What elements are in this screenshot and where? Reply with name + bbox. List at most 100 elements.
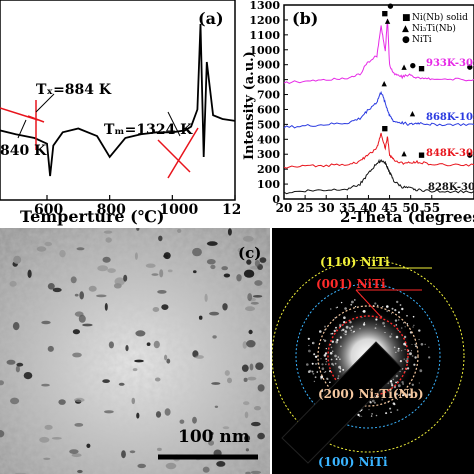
precipitate-particle [27, 269, 32, 278]
legend-label-3: NiTi [412, 35, 432, 45]
diffraction-spot [332, 364, 335, 366]
diffraction-spot [362, 323, 366, 326]
precipitate-particle [74, 423, 84, 427]
tangent-line-tm [157, 139, 191, 173]
precipitate-particle [251, 421, 261, 427]
diffraction-spot [390, 382, 393, 384]
diffraction-spot [331, 332, 334, 335]
diffraction-spot [308, 344, 310, 347]
dsc-plot: (a) Tₓ=884 K 840 K Tₘ=1324 K 600 800 1000 1… [0, 0, 240, 226]
precipitate-particle [242, 235, 254, 242]
diffraction-spot [313, 353, 316, 356]
diffraction-spot [374, 302, 377, 305]
diffraction-spot [411, 383, 414, 386]
x-axis-ticks: 20 25 30 35 40 45 50 55 [276, 195, 440, 215]
precipitate-particles [0, 228, 267, 474]
diffraction-spot [349, 321, 352, 324]
precipitate-particle [0, 430, 5, 438]
diffraction-spot [415, 345, 417, 348]
diffraction-spot [354, 306, 357, 308]
peak-marker: ▲ [410, 109, 416, 117]
diffraction-spot [368, 409, 370, 411]
label-110-niti: (110) NiTi [320, 255, 390, 269]
diffraction-spot [390, 411, 392, 413]
precipitate-particle [103, 230, 113, 234]
x-tick-label: 1000 [159, 202, 198, 218]
precipitate-particle [74, 293, 79, 297]
precipitate-particle [74, 397, 85, 403]
precipitate-particle [72, 329, 80, 335]
precipitate-particle [214, 405, 219, 408]
tm-arrow [167, 111, 181, 137]
diffraction-spot [393, 385, 397, 389]
precipitate-particle [69, 449, 79, 454]
diffraction-spot [399, 360, 402, 363]
precipitate-particle [6, 359, 16, 365]
diffraction-spot [340, 368, 342, 370]
precipitate-particle [244, 435, 251, 442]
diffraction-spot [336, 338, 339, 342]
precipitate-particle [259, 257, 267, 263]
diffraction-spot [363, 322, 365, 324]
diffraction-spot [412, 315, 415, 318]
diffraction-spot [402, 394, 404, 397]
diffraction-spot [339, 336, 342, 339]
diffraction-spot [338, 365, 341, 369]
precipitate-particle [47, 345, 54, 352]
diffraction-spot [339, 370, 342, 373]
precipitate-particle [51, 437, 62, 440]
ring-200-ni3ti [317, 305, 419, 407]
diffraction-spot [342, 368, 345, 371]
series-label-933k: 933K-30m [426, 58, 474, 69]
precipitate-particle [159, 269, 164, 278]
diffraction-spot [329, 381, 331, 384]
diffraction-spot [325, 361, 327, 363]
precipitate-particle [154, 377, 161, 382]
precipitate-particle [245, 448, 249, 452]
diffraction-spot [402, 383, 404, 385]
scale-bar-label: 100 nm [178, 427, 250, 447]
peak-marker: ▲ [381, 80, 387, 88]
precipitate-particle [104, 303, 108, 311]
precipitate-particle [44, 241, 52, 247]
y-tick-label: 100 [257, 178, 280, 191]
precipitate-particle [157, 290, 167, 294]
diffraction-spot [351, 325, 354, 328]
diffraction-spot [323, 371, 325, 373]
xrd-series [283, 19, 474, 195]
precipitate-particle [137, 463, 146, 469]
diffraction-spot [334, 354, 337, 358]
diffraction-spot [404, 348, 406, 351]
precipitate-particle [104, 410, 114, 414]
precipitate-particle [243, 269, 255, 278]
diffraction-spot [411, 344, 413, 345]
diffraction-spot [413, 324, 415, 326]
precipitate-particle [198, 315, 203, 320]
precipitate-particle [257, 384, 265, 392]
diffraction-spot [375, 414, 378, 417]
legend-marker-1: ■ [402, 13, 411, 23]
precipitate-particle [12, 322, 20, 331]
peak-marker: ■ [418, 65, 425, 73]
diffraction-spot [325, 371, 327, 373]
precipitate-particle [206, 241, 218, 246]
diffraction-spot [337, 377, 340, 380]
precipitate-particle [72, 352, 82, 358]
precipitate-particle [70, 276, 77, 284]
precipitate-particle [145, 263, 156, 268]
precipitate-particle [146, 342, 151, 346]
diffraction-spot [312, 342, 314, 344]
precipitate-particle [114, 277, 125, 286]
plot-frame [283, 4, 474, 200]
diffraction-spot [330, 308, 332, 310]
diffraction-spot [323, 339, 325, 341]
precipitate-particle [107, 268, 116, 273]
precipitate-particle [247, 376, 257, 381]
diffraction-spot [395, 335, 399, 339]
diffraction-spot [323, 354, 327, 357]
diffraction-spot [405, 393, 409, 397]
precipitate-particle [131, 397, 136, 405]
diffraction-spot [384, 332, 386, 333]
precipitate-particle [245, 306, 255, 312]
